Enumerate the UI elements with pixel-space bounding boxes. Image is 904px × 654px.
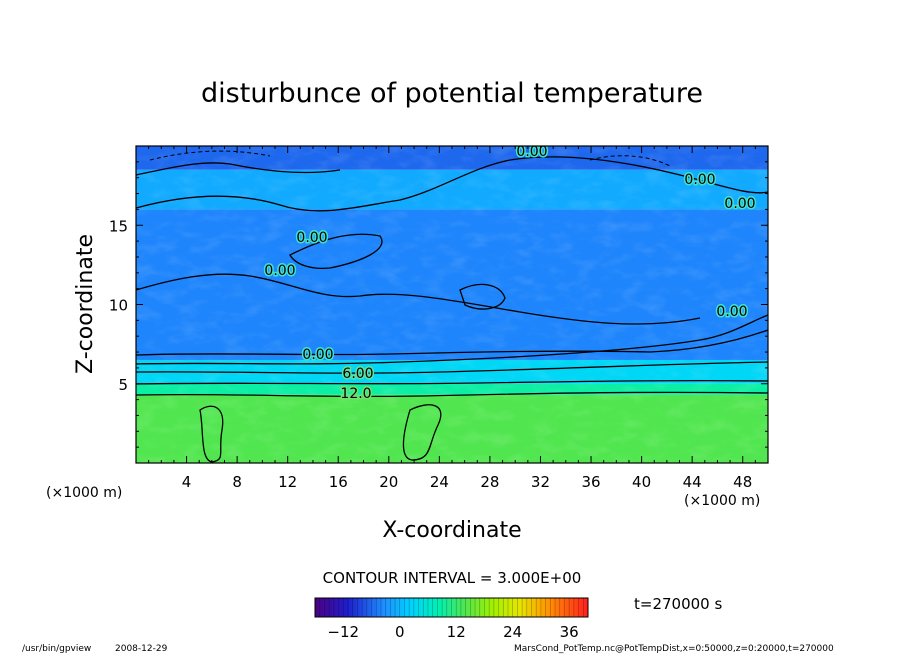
contour-line-0-top [136, 162, 341, 176]
contour-label: 0.00 [716, 304, 747, 320]
contour-line-12-blob-left [199, 405, 224, 463]
colorbar-tick-label: 12 [447, 623, 466, 641]
colorbar-tick-label: 36 [560, 623, 579, 641]
colorbar-tick-label: −12 [327, 623, 359, 641]
x-tick-label: 8 [232, 473, 242, 491]
x-tick-label: 24 [430, 473, 449, 491]
contour-label: 12.0 [340, 386, 371, 402]
contour-line-0-upper [136, 156, 768, 212]
contour-line-neg-right [589, 155, 671, 167]
x-tick-label: 4 [182, 473, 192, 491]
z-unit-label: (×1000 m) [46, 485, 122, 501]
contour-line-neg-top [149, 150, 271, 161]
x-tick-label: 48 [733, 473, 752, 491]
plot-area: 0.00 0.00 0.00 0.00 0.00 0.00 0.00 6.00 … [136, 146, 768, 463]
x-tick-label: 12 [278, 473, 297, 491]
colorbar-tick-label: 24 [503, 623, 522, 641]
x-tick-label: 28 [480, 473, 499, 491]
x-tick-label: 36 [581, 473, 600, 491]
x-tick-label: 44 [683, 473, 702, 491]
contour-interval-label: CONTOUR INTERVAL = 3.000E+00 [323, 569, 582, 587]
contour-line-3 [136, 314, 768, 365]
x-unit-label: (×1000 m) [684, 493, 760, 509]
y-tick-label: 5 [118, 376, 128, 394]
contour-label: 0.00 [296, 230, 327, 246]
contour-line-12 [136, 391, 768, 398]
contour-label: 0.00 [264, 263, 295, 279]
contour-label: 6.00 [342, 366, 373, 382]
contour-line-9 [136, 379, 768, 385]
x-tick-label: 32 [531, 473, 550, 491]
contour-label: 0.00 [302, 347, 333, 363]
contour-label: 0.00 [724, 196, 755, 212]
y-tick-label: 15 [109, 217, 128, 235]
colorbar: −12 0 12 24 36 [314, 597, 589, 641]
colorbar-tick-label: 0 [395, 623, 405, 641]
contour-line-0-lens [289, 233, 383, 270]
contour-line-6 [136, 361, 768, 374]
contour-line-0-mid [136, 273, 701, 325]
contour-line-0-blob [459, 283, 506, 310]
chart-title: disturbunce of potential temperature [201, 78, 703, 109]
y-axis: 5 10 15 [109, 161, 768, 448]
x-axis: 4 8 12 16 20 24 28 32 36 40 44 48 [148, 146, 756, 491]
x-axis-label: X-coordinate [382, 518, 521, 543]
y-tick-label: 10 [109, 297, 128, 315]
x-tick-label: 20 [379, 473, 398, 491]
footer-source: MarsCond_PotTemp.nc@PotTempDist,x=0:5000… [514, 644, 834, 654]
x-tick-label: 16 [329, 473, 348, 491]
y-axis-label: Z-coordinate [73, 234, 98, 374]
footer-program: /usr/bin/gpview [22, 644, 91, 654]
contour-line-12-blob-mid [402, 404, 442, 461]
footer-date: 2008-12-29 [115, 644, 168, 654]
contour-label: 0.00 [684, 172, 715, 188]
contour-line-0-low [136, 329, 768, 356]
x-tick-label: 40 [632, 473, 651, 491]
time-label: t=270000 s [634, 595, 722, 613]
